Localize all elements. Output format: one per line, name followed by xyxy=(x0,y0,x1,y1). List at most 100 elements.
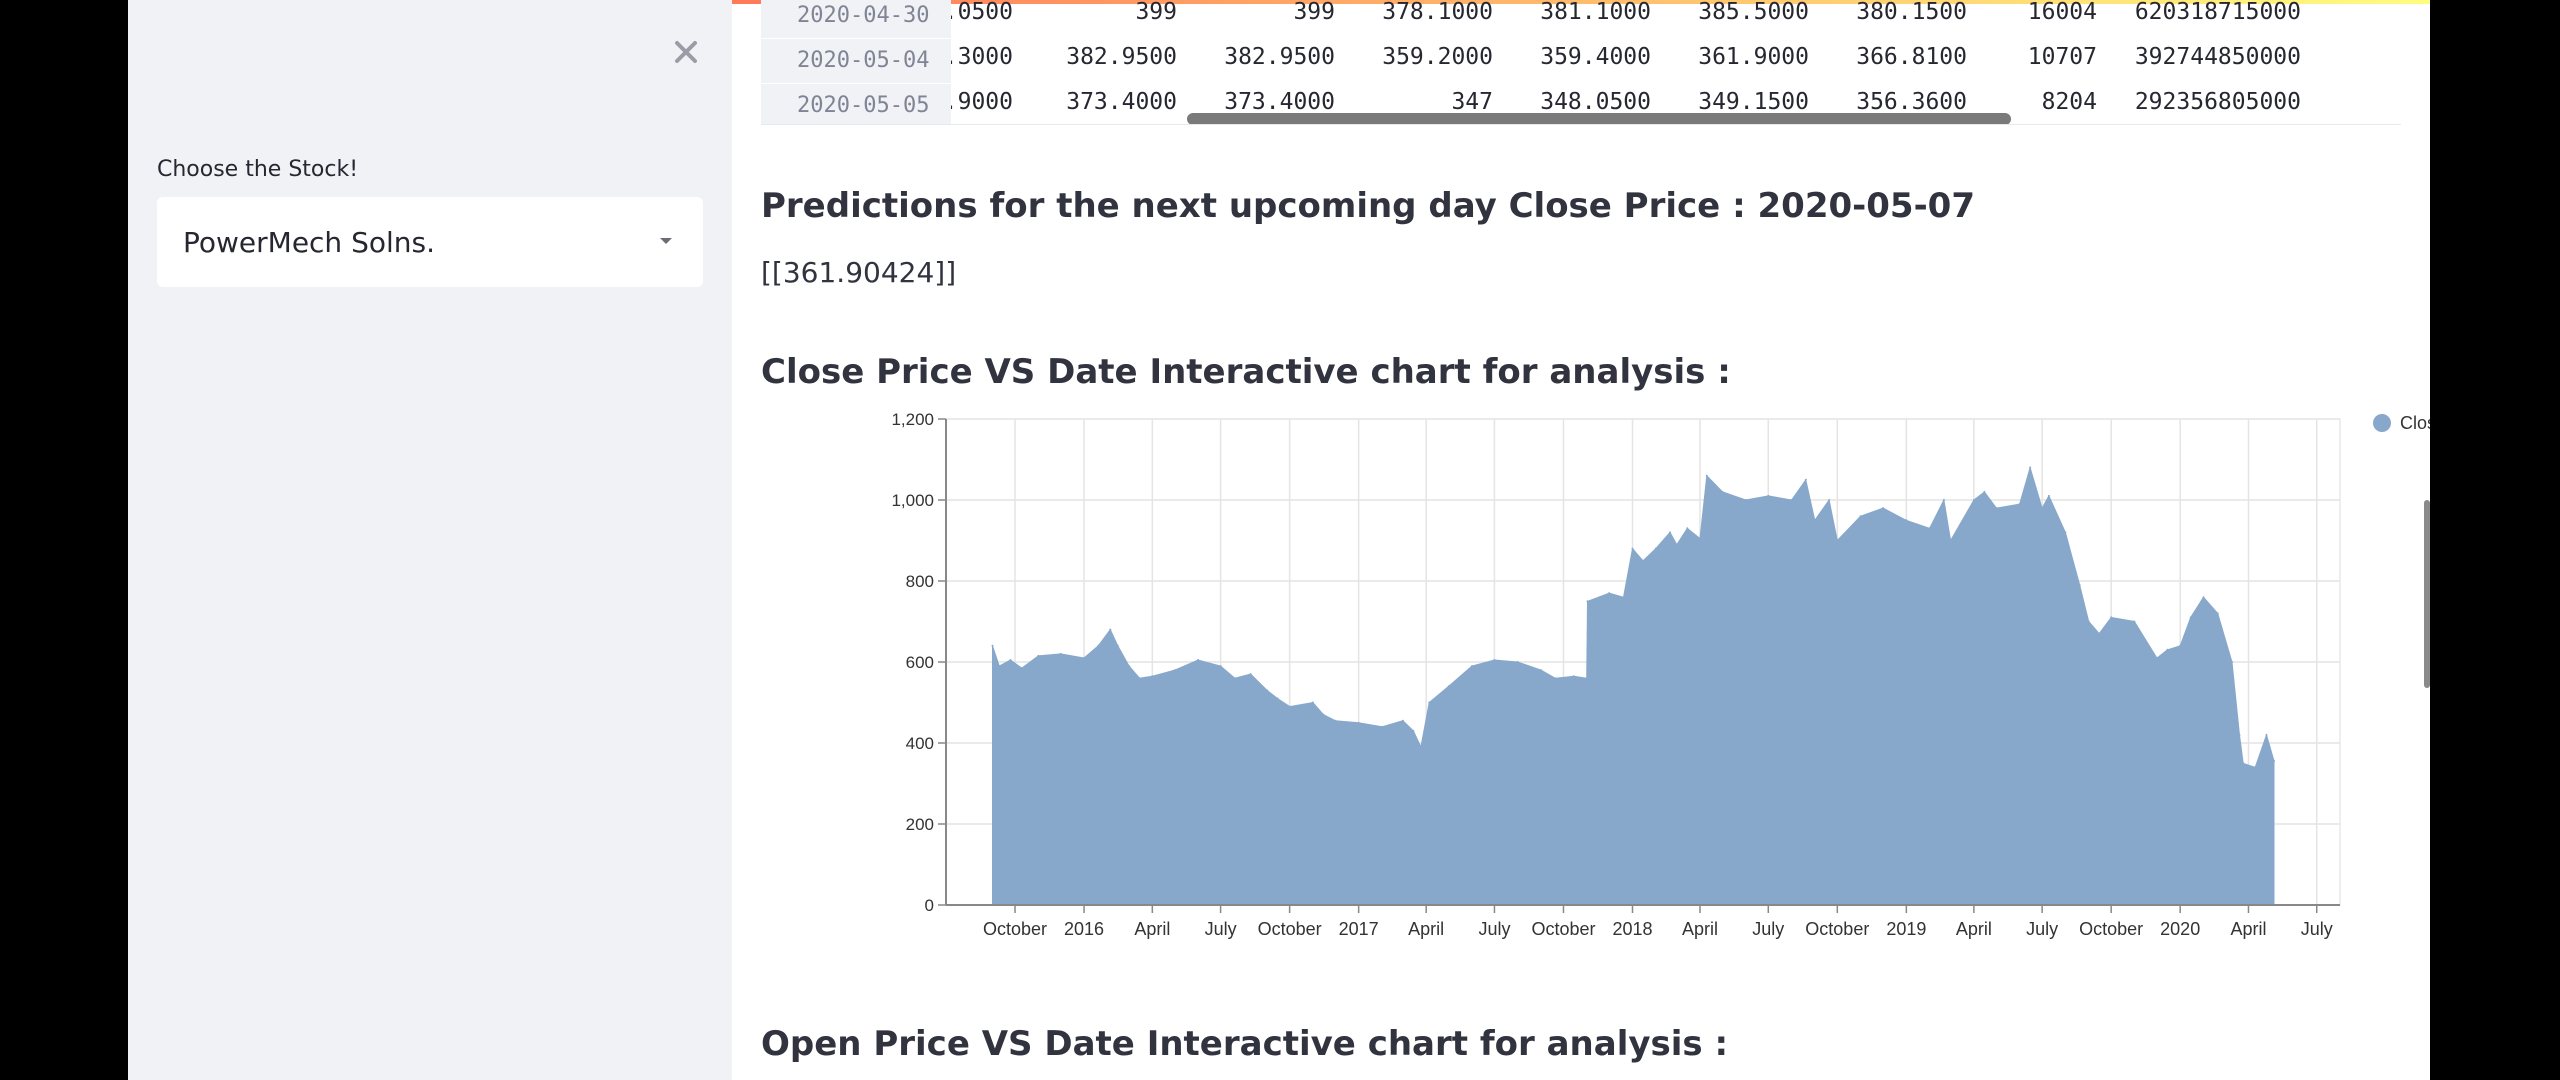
data-point xyxy=(1949,539,1952,542)
data-point xyxy=(1686,527,1689,530)
table-cell: 380.1500 xyxy=(1856,0,1967,25)
x-tick-label: 2020 xyxy=(2160,919,2200,939)
table-cell: 16004 xyxy=(2027,0,2097,25)
close-chart-heading: Close Price VS Date Interactive chart fo… xyxy=(761,352,1731,392)
table-cell: 361.9000 xyxy=(1698,44,1809,70)
table-cell: .3000 xyxy=(943,44,1013,70)
open-chart-heading: Open Price VS Date Interactive chart for… xyxy=(761,1024,1729,1064)
x-tick-label: October xyxy=(1805,919,1869,939)
y-tick-label: 600 xyxy=(906,653,934,672)
data-point xyxy=(1767,494,1770,497)
data-point xyxy=(1983,490,1986,493)
table-horizontal-scrollbar[interactable] xyxy=(1187,113,2011,124)
table-cell: 10707 xyxy=(2027,44,2097,70)
table-cell: 399 xyxy=(1293,0,1335,25)
data-point xyxy=(998,665,1001,668)
data-point xyxy=(1412,729,1415,732)
data-point xyxy=(2133,620,2136,623)
x-tick-label: 2017 xyxy=(1339,919,1379,939)
stock-select[interactable]: PowerMech Solns. xyxy=(157,197,703,287)
stock-select-label: Choose the Stock! xyxy=(157,157,359,182)
y-tick-label: 0 xyxy=(925,896,934,915)
data-point xyxy=(1516,661,1519,663)
data-point xyxy=(1804,478,1807,481)
data-point xyxy=(1972,499,1975,501)
data-point xyxy=(1151,675,1154,678)
table-row: .3000 382.9500 382.9500 359.2000 359.4000 361… xyxy=(761,35,2401,83)
x-tick-label: July xyxy=(2026,919,2058,939)
data-point xyxy=(2047,494,2050,497)
data-point xyxy=(2179,644,2182,647)
sidebar: Choose the Stock! PowerMech Solns. xyxy=(128,0,732,1080)
data-point xyxy=(1493,659,1496,661)
x-tick-label: July xyxy=(1205,919,1237,939)
page-scrollbar[interactable] xyxy=(2424,500,2430,688)
app-window: Choose the Stock! PowerMech Solns. .0500… xyxy=(128,0,2430,1080)
data-point xyxy=(1540,669,1542,672)
data-point xyxy=(2018,503,2021,506)
data-point xyxy=(1828,499,1831,501)
data-table[interactable]: .0500 399 399 378.1000 381.1000 385.5000 380.1… xyxy=(761,0,2401,125)
data-point xyxy=(1288,705,1291,708)
data-point xyxy=(1654,547,1657,550)
close-sidebar-button[interactable] xyxy=(664,30,708,74)
data-point xyxy=(1447,685,1450,688)
table-row: .9000 373.4000 373.4000 347 348.0500 349.1500… xyxy=(761,80,2401,124)
data-point xyxy=(2231,661,2233,663)
data-point xyxy=(1928,527,1931,530)
x-tick-label: 2016 xyxy=(1064,919,1104,939)
data-point xyxy=(1585,677,1588,680)
data-point xyxy=(2098,632,2101,635)
data-point xyxy=(1276,697,1279,700)
data-point xyxy=(2078,584,2081,587)
data-point xyxy=(1995,507,1998,510)
y-tick-label: 800 xyxy=(906,572,934,591)
legend-marker xyxy=(2373,414,2391,432)
y-tick-label: 1,000 xyxy=(891,491,934,510)
decoration-bar xyxy=(128,0,2430,4)
data-point xyxy=(1128,665,1131,668)
table-cell: 359.2000 xyxy=(1382,44,1493,70)
y-tick-label: 200 xyxy=(906,815,934,834)
table-row-index: 2020-04-30 xyxy=(761,0,951,38)
data-point xyxy=(1813,519,1816,522)
x-tick-label: 2018 xyxy=(1612,919,1652,939)
table-cell: 382.9500 xyxy=(1224,44,1335,70)
data-point xyxy=(1744,499,1747,501)
data-point xyxy=(1859,515,1862,518)
data-point xyxy=(2166,648,2169,651)
table-cell: 373.4000 xyxy=(1066,89,1177,115)
data-point xyxy=(1836,539,1839,542)
data-point xyxy=(2202,596,2205,599)
x-tick-label: July xyxy=(2301,919,2333,939)
data-point xyxy=(2087,620,2090,623)
table-cell: 392744850000 xyxy=(2134,44,2301,70)
data-point xyxy=(1334,719,1337,722)
data-point xyxy=(2238,733,2241,736)
close-icon xyxy=(675,41,697,63)
table-cell: 373.4000 xyxy=(1224,89,1335,115)
table-cell: 292356805000 xyxy=(2134,89,2301,115)
x-tick-label: October xyxy=(1258,919,1322,939)
data-point xyxy=(1266,689,1269,692)
data-point xyxy=(2029,466,2032,469)
data-point xyxy=(2041,507,2044,510)
data-point xyxy=(1790,499,1793,501)
data-point xyxy=(1116,644,1119,647)
prediction-heading: Predictions for the next upcoming day Cl… xyxy=(761,186,1975,226)
table-cell: 620318715000 xyxy=(2134,0,2301,25)
data-point xyxy=(1470,665,1473,668)
chevron-down-icon xyxy=(660,238,672,244)
data-point xyxy=(2254,766,2257,769)
data-point xyxy=(1675,543,1678,546)
x-tick-label: October xyxy=(1531,919,1595,939)
table-cell: 347 xyxy=(1451,89,1493,115)
x-tick-label: April xyxy=(1134,919,1170,939)
close-price-chart[interactable]: October 2016 April July October 2017 April July… xyxy=(732,396,2430,956)
table-row-index: 2020-05-05 xyxy=(761,84,951,124)
main-content: .0500 399 399 378.1000 381.1000 385.5000 380.1… xyxy=(732,0,2430,1080)
data-point xyxy=(1669,531,1671,534)
x-tick-label: April xyxy=(1408,919,1444,939)
data-point xyxy=(1622,596,1625,599)
data-point xyxy=(1942,499,1945,501)
